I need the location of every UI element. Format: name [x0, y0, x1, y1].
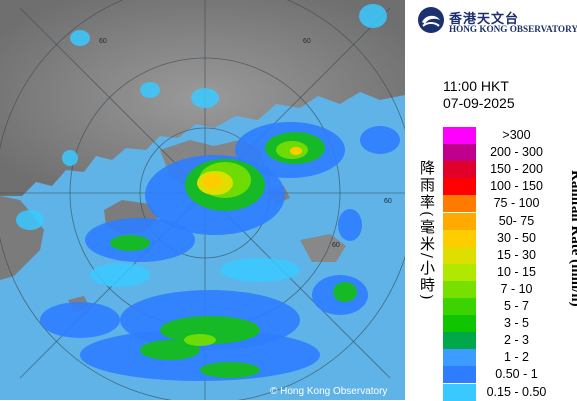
rain-echoes: [16, 4, 400, 381]
legend-color-swatch: [443, 246, 476, 264]
legend-color-swatch: [443, 383, 476, 401]
legend-range-label: 3 - 5: [503, 316, 529, 331]
legend-row: 30 - 50: [443, 229, 563, 247]
range-label-e: 60: [384, 198, 392, 205]
legend-row: 10 - 15: [443, 263, 563, 281]
legend-row: 150 - 200: [443, 161, 563, 179]
radar-map: 60 60 60 60: [0, 0, 405, 400]
legend-color-swatch: [443, 161, 476, 179]
southern-island: [300, 234, 346, 262]
logo-chinese-name: 香港天文台: [449, 12, 520, 27]
legend-color-swatch: [443, 280, 476, 298]
legend-color-swatch: [443, 144, 476, 162]
legend-color-swatch: [443, 332, 476, 350]
legend-row: 5 - 7: [443, 298, 563, 316]
legend-color-swatch: [443, 263, 476, 281]
legend-range-label: 75 - 100: [493, 196, 540, 211]
legend-range-label: 15 - 30: [497, 247, 536, 262]
copyright-notice: © Hong Kong Observatory: [270, 386, 387, 397]
legend-row: >300: [443, 127, 563, 145]
legend-color-swatch: [443, 315, 476, 333]
legend-color-swatch: [443, 229, 476, 247]
legend-color-swatch: [443, 298, 476, 316]
legend-row: 1 - 2: [443, 349, 563, 367]
legend-range-label: 30 - 50: [497, 230, 536, 245]
range-label-nw: 60: [99, 38, 107, 45]
legend-row: 3 - 5: [443, 315, 563, 333]
legend-row: 100 - 150: [443, 178, 563, 196]
legend-color-swatch: [443, 178, 476, 196]
legend-range-label: 100 - 150: [490, 179, 543, 194]
legend-color-swatch: [443, 127, 476, 145]
legend-range-label: 1 - 2: [503, 350, 529, 365]
legend-row: 15 - 30: [443, 246, 563, 264]
legend-range-label: 10 - 15: [497, 264, 536, 279]
observation-date: 07-09-2025: [443, 95, 515, 111]
legend-row: 7 - 10: [443, 280, 563, 298]
legend-range-label: 0.50 - 1: [495, 367, 538, 382]
legend-range-label: 0.15 - 0.50: [486, 384, 547, 399]
legend-range-label: 50- 75: [498, 213, 535, 228]
legend-row: 0.50 - 1: [443, 366, 563, 384]
legend-row: 75 - 100: [443, 195, 563, 213]
legend-row: 50- 75: [443, 212, 563, 230]
legend-range-label: 200 - 300: [490, 145, 543, 160]
logo-english-name: HONG KONG OBSERVATORY: [449, 24, 577, 34]
legend-color-swatch: [443, 349, 476, 367]
legend-color-swatch: [443, 212, 476, 230]
legend-row: 200 - 300: [443, 144, 563, 162]
legend-range-label: 7 - 10: [500, 281, 533, 296]
legend-range-label: 5 - 7: [503, 299, 529, 313]
observation-time: 11:00 HKT: [443, 78, 509, 94]
legend-color-swatch: [443, 195, 476, 213]
observatory-logo: 香港天文台 HONG KONG OBSERVATORY: [417, 6, 577, 36]
legend-row: 2 - 3: [443, 332, 563, 350]
observatory-emblem-icon: [418, 7, 444, 33]
info-panel: 香港天文台 HONG KONG OBSERVATORY 11:00 HKT 07…: [405, 0, 577, 401]
range-label-se: 60: [332, 242, 340, 249]
rainfall-rate-label: Rainfall Rate (mm/h): [568, 170, 577, 307]
legend-range-label: 150 - 200: [490, 162, 543, 177]
legend-color-swatch: [443, 366, 476, 384]
legend-row: 0.15 - 0.50: [443, 383, 563, 401]
rainfall-rate-label-chinese: 降雨率(毫米/小時): [418, 160, 436, 302]
legend-range-label: 2 - 3: [503, 333, 529, 348]
legend-range-label: >300: [502, 128, 531, 142]
range-label-ne: 60: [303, 38, 311, 45]
